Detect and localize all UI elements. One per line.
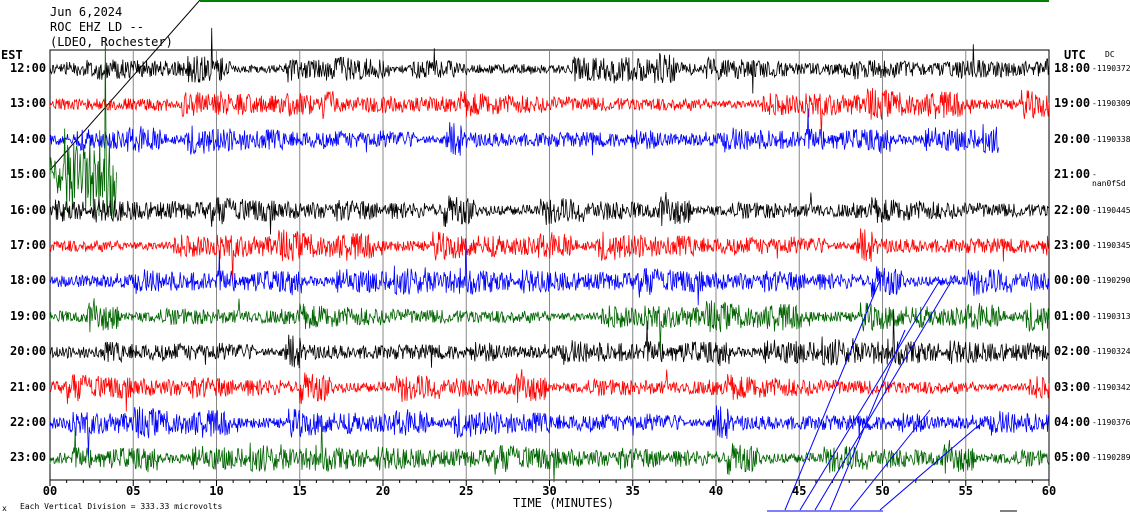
trace-1400 — [49, 108, 999, 156]
date-label: Jun 6,2024 — [50, 5, 123, 19]
glitch-line — [849, 409, 931, 511]
utc-label: 18:00 — [1054, 61, 1091, 75]
trace-2300 — [49, 417, 1050, 483]
glitch-line — [814, 274, 956, 511]
x-tick-label: 40 — [708, 484, 724, 498]
x-tick-label: 35 — [625, 484, 640, 498]
est-label: 14:00 — [10, 131, 47, 146]
dc-offset: -1190376 — [1092, 418, 1130, 427]
utc-label: 19:00 — [1054, 96, 1091, 111]
utc-label: 05:00 — [1054, 450, 1091, 465]
utc-label: 21:00 — [1054, 167, 1091, 182]
est-label: 16:00 — [10, 202, 47, 217]
x-tick-label: 50 — [875, 484, 890, 498]
dc-offset: -1190313 — [1092, 311, 1130, 321]
trace-1300 — [49, 87, 1050, 140]
scale-note: Each Vertical Division = 333.33 microvol… — [20, 502, 223, 511]
utc-label: 00:00 — [1054, 273, 1091, 288]
x-tick-label: 55 — [958, 484, 973, 498]
scale-mark: x — [2, 504, 7, 513]
utc-label: 04:00 — [1054, 415, 1091, 429]
utc-zone-label: UTC — [1064, 48, 1086, 62]
dc-offset: -1190324 — [1092, 347, 1130, 357]
x-tick-label: 00 — [42, 484, 58, 498]
trace-1700 — [49, 228, 1050, 281]
trace-2100 — [49, 369, 1050, 412]
trace-2000 — [49, 310, 1050, 369]
est-label: 15:00 — [10, 167, 47, 182]
dc-offset: -1190445 — [1092, 205, 1130, 215]
dc-header: DC — [1105, 50, 1115, 59]
glitch-line — [829, 329, 906, 511]
x-tick-label: 10 — [209, 484, 224, 498]
diagonal-line — [49, 0, 201, 171]
x-tick-label: 25 — [459, 484, 474, 498]
utc-label: 20:00 — [1054, 131, 1091, 146]
network-label: (LDEO, Rochester) — [50, 35, 173, 49]
dc-offset: -1190289 — [1092, 453, 1130, 463]
utc-label: 23:00 — [1054, 238, 1091, 252]
dc-offset: -1190342 — [1092, 382, 1130, 392]
glitch-line — [879, 419, 986, 511]
glitch-line — [799, 279, 941, 511]
dc-offset: -1190338 — [1092, 134, 1130, 144]
est-label: 21:00 — [10, 379, 47, 394]
utc-label: 22:00 — [1054, 202, 1091, 217]
trace-1600 — [49, 192, 1050, 235]
utc-label: 02:00 — [1054, 344, 1091, 359]
est-label: 18:00 — [10, 273, 47, 288]
trace-1800 — [49, 240, 1050, 306]
x-axis-label: TIME (MINUTES) — [513, 496, 615, 510]
x-tick-label: 05 — [126, 484, 141, 498]
trace-1200 — [49, 27, 1050, 94]
dc-offset: -nan0fSd — [1092, 170, 1126, 189]
x-tick-label: 20 — [375, 484, 391, 498]
station-label: ROC EHZ LD -- — [50, 20, 144, 34]
x-tick-label: 15 — [292, 484, 307, 498]
trace-2200 — [49, 405, 1050, 458]
dc-offset: -1190372 — [1092, 64, 1130, 73]
trace-1500 — [49, 37, 117, 220]
est-zone-label: EST — [1, 48, 23, 62]
est-label: 19:00 — [10, 308, 47, 323]
est-label: 23:00 — [10, 450, 47, 465]
dc-offset: -1190345 — [1092, 241, 1130, 250]
trace-1900 — [49, 298, 1050, 352]
est-label: 12:00 — [10, 61, 47, 75]
x-tick-label: 45 — [792, 484, 807, 498]
est-label: 22:00 — [10, 415, 47, 429]
dc-offset: -1190290 — [1092, 276, 1130, 286]
est-label: 13:00 — [10, 96, 47, 111]
utc-label: 01:00 — [1054, 308, 1091, 323]
est-label: 17:00 — [10, 238, 47, 252]
est-label: 20:00 — [10, 344, 47, 359]
x-tick-label: 30 — [542, 484, 557, 498]
dc-offset: -1190309 — [1092, 99, 1130, 109]
glitch-line — [784, 279, 881, 511]
x-tick-label: 60 — [1041, 484, 1057, 498]
utc-label: 03:00 — [1054, 379, 1091, 394]
